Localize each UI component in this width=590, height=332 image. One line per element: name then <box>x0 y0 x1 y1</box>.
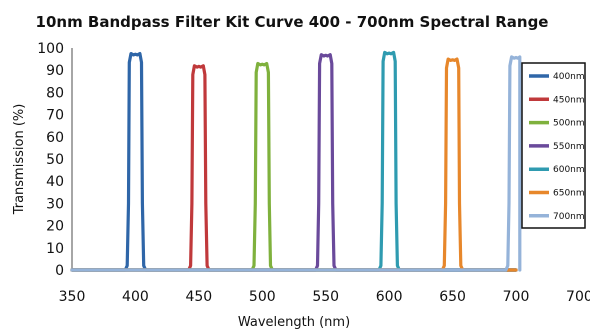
x-tick-label: 700 <box>503 289 530 305</box>
chart-title: 10nm Bandpass Filter Kit Curve 400 - 700… <box>36 13 549 31</box>
x-tick-label: 700 <box>566 289 590 305</box>
y-tick-label: 80 <box>46 85 64 101</box>
legend: 400nm 450nm 500nm 550nm 600nm 650nm 700nm <box>521 62 586 229</box>
series-line <box>70 57 518 272</box>
y-tick-label: 40 <box>46 174 64 190</box>
series-lines <box>70 50 522 272</box>
legend-label: 550nm <box>553 142 585 152</box>
y-tick-label: 100 <box>37 41 64 57</box>
x-tick-label: 600 <box>376 289 403 305</box>
y-axis-label: Transmission (%) <box>12 104 27 216</box>
y-tick-label: 30 <box>46 196 64 212</box>
legend-label: 650nm <box>553 189 585 199</box>
y-tick-label: 10 <box>46 241 64 257</box>
y-tick-label: 60 <box>46 130 64 146</box>
y-tick-label: 70 <box>46 108 64 124</box>
y-tick-label: 90 <box>46 63 64 79</box>
legend-label: 500nm <box>553 119 585 129</box>
plot-area <box>71 48 516 271</box>
x-tick-label: 400 <box>122 289 149 305</box>
series-line <box>70 55 522 272</box>
x-axis-label: Wavelength (nm) <box>238 315 350 330</box>
plot-frame <box>72 48 516 270</box>
x-tick-label: 450 <box>185 289 212 305</box>
series-line <box>70 61 518 272</box>
legend-label: 700nm <box>553 212 585 222</box>
series-line <box>70 53 518 272</box>
series-line <box>70 50 518 272</box>
x-tick-label: 550 <box>312 289 339 305</box>
x-tick-label: 500 <box>249 289 276 305</box>
y-tick-label: 0 <box>55 263 64 279</box>
y-tick-label: 50 <box>46 152 64 168</box>
series-line <box>70 64 518 272</box>
y-tick-label: 20 <box>46 219 64 235</box>
x-tick-labels: 350 400 450 500 550 600 650 700 700 <box>59 289 590 305</box>
series-line <box>70 52 518 272</box>
x-tick-label: 350 <box>59 289 86 305</box>
x-tick-label: 650 <box>439 289 466 305</box>
legend-label: 400nm <box>553 72 585 82</box>
legend-label: 450nm <box>553 95 585 105</box>
y-tick-labels: 0 10 20 30 40 50 60 70 80 90 100 <box>37 41 64 279</box>
legend-label: 600nm <box>553 165 585 175</box>
